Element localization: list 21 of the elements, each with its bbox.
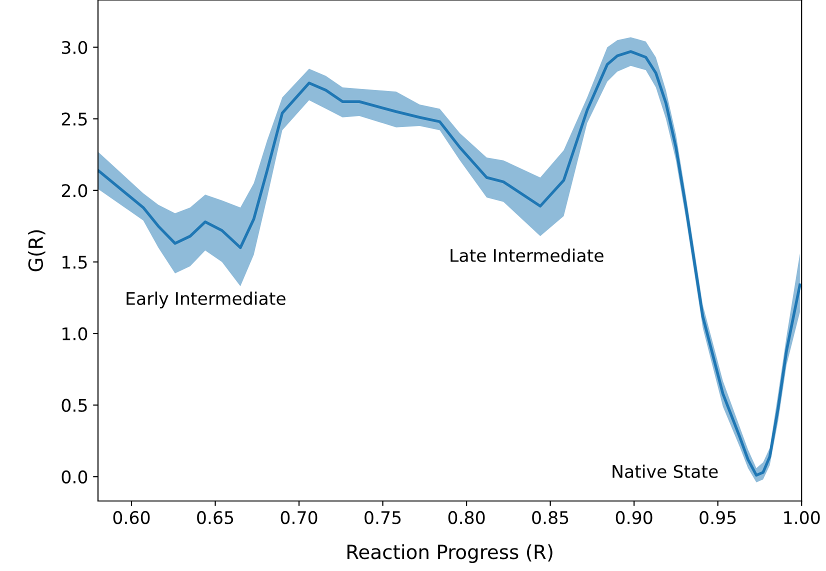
- annotation: Native State: [612, 464, 718, 478]
- y-tick-label: 3.0: [62, 40, 88, 54]
- x-tick-label: 1.00: [784, 511, 820, 524]
- x-tick-label: 0.75: [364, 511, 401, 524]
- x-tick-label: 0.65: [197, 511, 234, 524]
- x-tick-label: 0.85: [532, 511, 568, 524]
- x-tick-label: 0.70: [280, 511, 318, 524]
- x-tick-label: 0.90: [616, 511, 652, 524]
- y-tick-label: 2.5: [62, 112, 87, 126]
- y-tick-label: 2.0: [62, 184, 88, 198]
- x-tick-label: 0.80: [448, 511, 485, 524]
- x-axis-title: Reaction Progress (R): [347, 544, 552, 564]
- y-tick-label: 0.5: [62, 398, 87, 412]
- y-axis-title: G(R): [28, 230, 46, 272]
- annotation: Late Intermediate: [450, 248, 604, 262]
- annotation: Early Intermediate: [126, 292, 286, 308]
- y-tick-label: 1.5: [62, 256, 87, 269]
- y-tick-label: 1.0: [62, 327, 88, 340]
- y-tick-label: 0.0: [62, 470, 88, 484]
- x-tick-label: 0.60: [113, 511, 150, 524]
- x-tick-label: 0.95: [700, 511, 736, 524]
